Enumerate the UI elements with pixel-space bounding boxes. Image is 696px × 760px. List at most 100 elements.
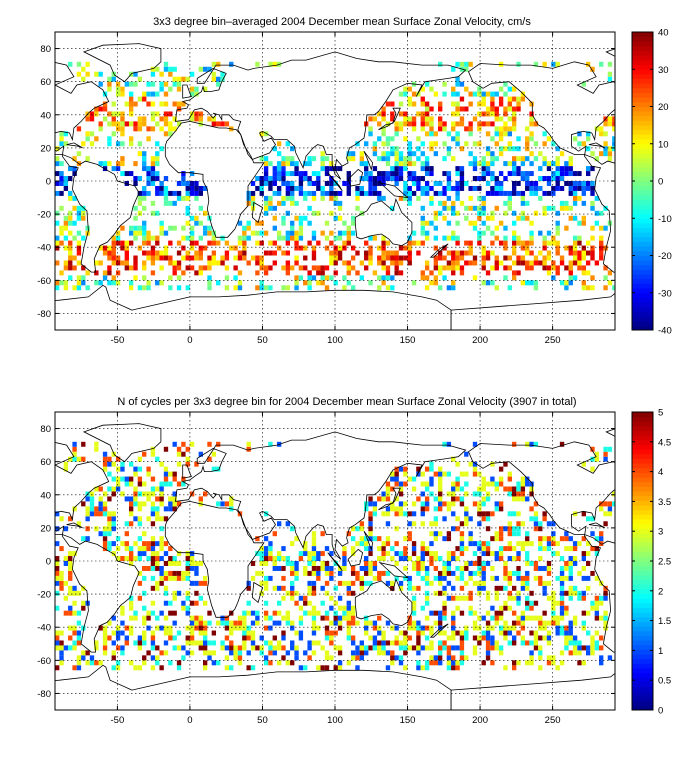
heatmap-cell <box>516 565 521 571</box>
heatmap-cell <box>150 181 156 186</box>
heatmap-cell <box>94 111 99 117</box>
heatmap-cell <box>546 240 552 246</box>
heatmap-cell <box>385 265 391 271</box>
heatmap-cell <box>259 580 264 586</box>
heatmap-cell <box>564 161 569 167</box>
heatmap-cell <box>72 600 77 606</box>
heatmap-cell <box>572 620 578 626</box>
heatmap-cell <box>276 200 282 206</box>
x-tick-label: 150 <box>400 335 416 346</box>
heatmap-cell <box>142 96 147 102</box>
heatmap-cell <box>189 71 195 77</box>
heatmap-cell <box>394 496 399 502</box>
heatmap-cell <box>390 285 395 291</box>
heatmap-cell <box>529 190 534 196</box>
heatmap-cell <box>142 121 147 127</box>
heatmap-cell <box>390 136 395 142</box>
heatmap-cell <box>172 645 177 651</box>
heatmap-cell <box>76 285 82 291</box>
heatmap-cell <box>111 260 116 266</box>
heatmap-cell <box>137 516 143 522</box>
heatmap-cell <box>442 141 447 147</box>
heatmap-cell <box>268 200 273 206</box>
heatmap-cell <box>385 285 391 291</box>
heatmap-cell <box>546 181 552 186</box>
heatmap-cell <box>581 461 586 467</box>
heatmap-cell <box>429 541 434 547</box>
heatmap-cell <box>438 481 443 487</box>
heatmap-cell <box>564 630 569 636</box>
heatmap-cell <box>216 61 221 67</box>
heatmap-cell <box>98 260 103 266</box>
heatmap-cell <box>185 635 190 641</box>
heatmap-cell <box>111 655 116 661</box>
heatmap-cell <box>485 151 491 157</box>
heatmap-cell <box>494 575 499 581</box>
heatmap-cell <box>438 580 443 586</box>
heatmap-cell <box>564 536 569 542</box>
colorbar-tick-label: -40 <box>658 326 672 337</box>
heatmap-cell <box>533 600 539 606</box>
grid-lines <box>55 412 615 710</box>
heatmap-cell <box>568 546 573 552</box>
heatmap-cell <box>551 620 556 626</box>
heatmap-cell <box>446 250 452 256</box>
heatmap-cell <box>420 240 425 246</box>
heatmap-cell <box>498 116 504 122</box>
heatmap-cell <box>263 270 269 276</box>
heatmap-cell <box>555 156 560 162</box>
heatmap-cell <box>285 161 291 167</box>
heatmap-cell <box>416 650 421 656</box>
heatmap-cell <box>424 121 430 127</box>
heatmap-cell <box>533 615 539 621</box>
heatmap-cell <box>115 240 121 246</box>
heatmap-cell <box>372 190 378 196</box>
heatmap-cell <box>168 630 173 636</box>
heatmap-cell <box>416 570 421 576</box>
heatmap-cell <box>420 575 425 581</box>
heatmap-cell <box>115 235 121 241</box>
heatmap-cell <box>390 151 395 157</box>
heatmap-cell <box>551 590 556 596</box>
heatmap-cell <box>564 565 569 571</box>
heatmap-cell <box>202 265 208 271</box>
heatmap-cell <box>359 585 365 591</box>
heatmap-cell <box>572 615 578 621</box>
heatmap-cell <box>324 590 330 596</box>
heatmap-cell <box>298 176 304 181</box>
heatmap-cell <box>424 665 430 671</box>
heatmap-cell <box>603 131 608 137</box>
heatmap-cell <box>320 166 325 172</box>
heatmap-cell <box>390 146 395 152</box>
heatmap-cell <box>516 481 521 487</box>
heatmap-cell <box>94 270 99 276</box>
heatmap-cell <box>542 260 547 266</box>
heatmap-cell <box>102 250 108 256</box>
colorbar-step <box>632 250 653 256</box>
heatmap-cell <box>490 240 495 246</box>
heatmap-cell <box>307 655 312 661</box>
heatmap-cell <box>146 190 151 196</box>
heatmap-cell <box>263 610 269 616</box>
colorbar-step <box>632 621 653 627</box>
heatmap-cell <box>163 630 169 636</box>
heatmap-cell <box>364 625 369 631</box>
heatmap-cell <box>511 121 517 127</box>
heatmap-cell <box>55 260 60 266</box>
heatmap-cell <box>250 181 256 186</box>
heatmap-cell <box>451 660 456 666</box>
heatmap-cell <box>424 260 430 266</box>
heatmap-cell <box>307 610 312 616</box>
colorbar-step <box>632 120 653 126</box>
heatmap-cell <box>459 521 465 527</box>
heatmap-cell <box>459 121 465 127</box>
heatmap-cell <box>533 511 539 517</box>
heatmap-cell <box>133 640 138 646</box>
coastline-map <box>55 423 615 710</box>
heatmap-cell <box>485 225 491 231</box>
heatmap-cell <box>507 126 512 132</box>
heatmap-cell <box>377 171 382 177</box>
colorbar-step <box>632 700 653 706</box>
heatmap-cell <box>385 486 391 492</box>
heatmap-cell <box>424 230 430 236</box>
